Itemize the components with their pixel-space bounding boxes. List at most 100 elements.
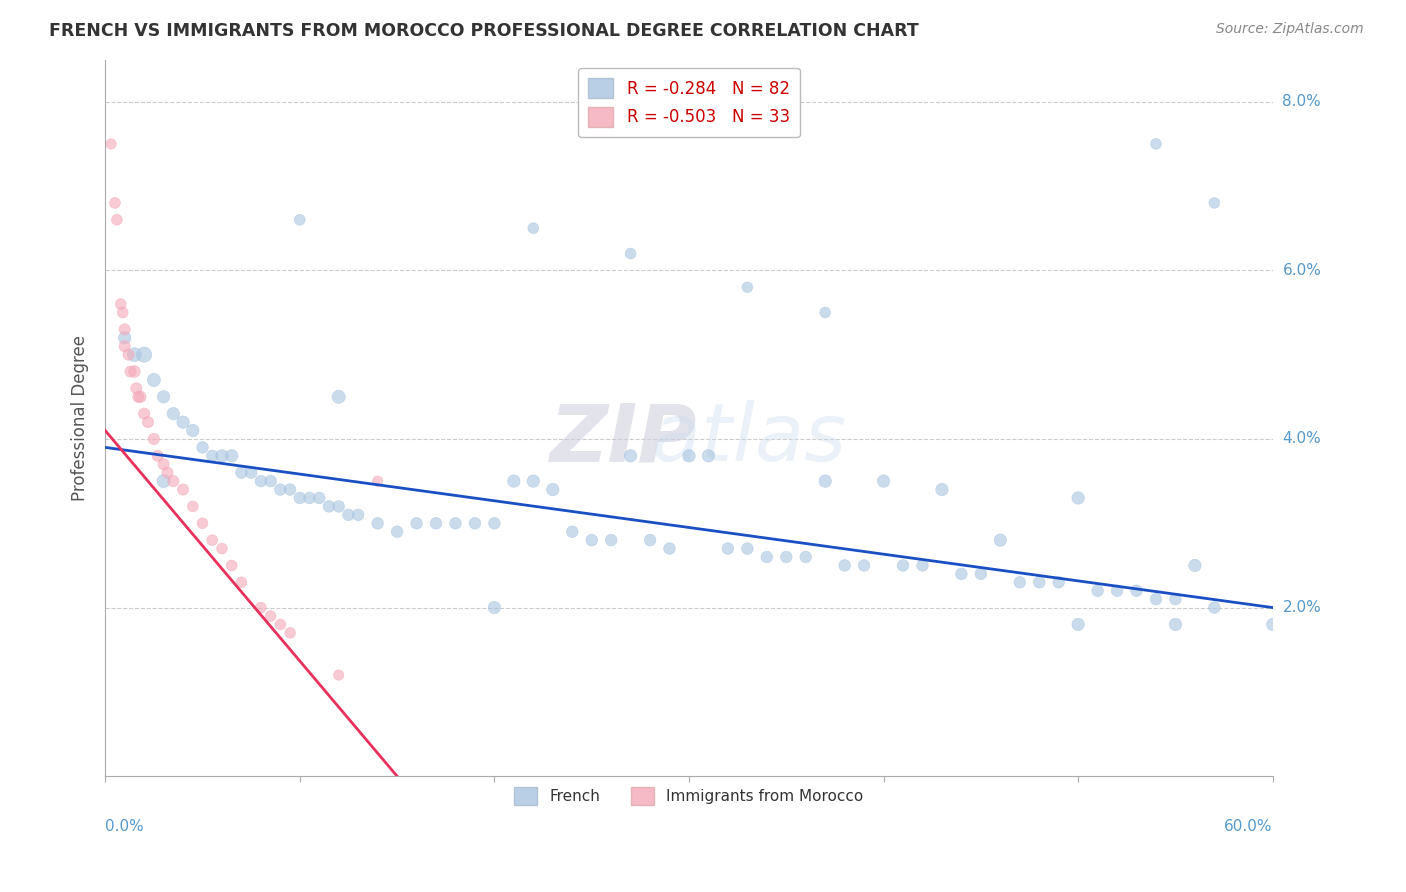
Point	[105, 212, 128, 227]
Point	[328, 390, 350, 404]
Point	[250, 600, 273, 615]
Point	[211, 541, 233, 556]
Text: 8.0%: 8.0%	[1282, 95, 1322, 109]
Point	[620, 246, 643, 260]
Point	[755, 549, 778, 564]
Point	[142, 432, 165, 446]
Point	[891, 558, 914, 573]
Point	[794, 549, 817, 564]
Point	[367, 516, 389, 531]
Point	[970, 566, 993, 581]
Point	[931, 483, 953, 497]
Point	[522, 221, 544, 235]
Point	[288, 491, 311, 505]
Legend: French, Immigrants from Morocco: French, Immigrants from Morocco	[509, 780, 869, 812]
Point	[269, 617, 291, 632]
Point	[250, 474, 273, 488]
Point	[191, 516, 214, 531]
Point	[737, 541, 759, 556]
Point	[541, 483, 564, 497]
Point	[620, 449, 643, 463]
Text: atlas: atlas	[548, 401, 846, 478]
Point	[152, 390, 174, 404]
Point	[1144, 136, 1167, 151]
Point	[120, 365, 142, 379]
Point	[561, 524, 583, 539]
Point	[600, 533, 623, 548]
Point	[853, 558, 876, 573]
Point	[678, 449, 700, 463]
Point	[1047, 575, 1070, 590]
Point	[484, 516, 506, 531]
Point	[172, 415, 194, 429]
Point	[1184, 558, 1206, 573]
Point	[201, 533, 224, 548]
Text: 0.0%: 0.0%	[105, 819, 143, 834]
Point	[638, 533, 661, 548]
Point	[114, 322, 136, 336]
Point	[658, 541, 681, 556]
Point	[259, 474, 281, 488]
Point	[231, 466, 253, 480]
Point	[425, 516, 447, 531]
Point	[124, 348, 146, 362]
Point	[278, 483, 301, 497]
Point	[834, 558, 856, 573]
Point	[1204, 600, 1226, 615]
Y-axis label: Professional Degree: Professional Degree	[72, 334, 89, 501]
Point	[464, 516, 486, 531]
Text: 6.0%: 6.0%	[1282, 263, 1322, 278]
Point	[950, 566, 973, 581]
Point	[114, 331, 136, 345]
Point	[191, 441, 214, 455]
Point	[328, 500, 350, 514]
Point	[308, 491, 330, 505]
Point	[110, 297, 132, 311]
Point	[298, 491, 321, 505]
Point	[911, 558, 934, 573]
Point	[1008, 575, 1031, 590]
Point	[318, 500, 340, 514]
Point	[269, 483, 291, 497]
Point	[367, 474, 389, 488]
Point	[127, 390, 149, 404]
Text: ZIP: ZIP	[548, 401, 696, 478]
Point	[502, 474, 524, 488]
Point	[1164, 592, 1187, 607]
Point	[347, 508, 370, 522]
Point	[152, 474, 174, 488]
Text: 2.0%: 2.0%	[1282, 600, 1322, 615]
Point	[136, 415, 159, 429]
Point	[181, 424, 204, 438]
Point	[988, 533, 1011, 548]
Point	[1107, 583, 1129, 598]
Point	[581, 533, 603, 548]
Point	[221, 558, 243, 573]
Text: Source: ZipAtlas.com: Source: ZipAtlas.com	[1216, 22, 1364, 37]
Point	[1067, 491, 1090, 505]
Point	[125, 381, 148, 395]
Point	[172, 483, 194, 497]
Point	[146, 449, 169, 463]
Point	[162, 407, 184, 421]
Point	[156, 466, 179, 480]
Point	[124, 365, 146, 379]
Point	[337, 508, 360, 522]
Point	[117, 348, 139, 362]
Point	[328, 668, 350, 682]
Point	[129, 390, 152, 404]
Point	[717, 541, 740, 556]
Point	[231, 575, 253, 590]
Point	[775, 549, 797, 564]
Point	[1067, 617, 1090, 632]
Point	[737, 280, 759, 294]
Point	[259, 609, 281, 624]
Point	[444, 516, 467, 531]
Point	[278, 625, 301, 640]
Point	[814, 474, 837, 488]
Point	[484, 600, 506, 615]
Point	[1164, 617, 1187, 632]
Point	[142, 373, 165, 387]
Point	[111, 305, 134, 319]
Point	[181, 500, 204, 514]
